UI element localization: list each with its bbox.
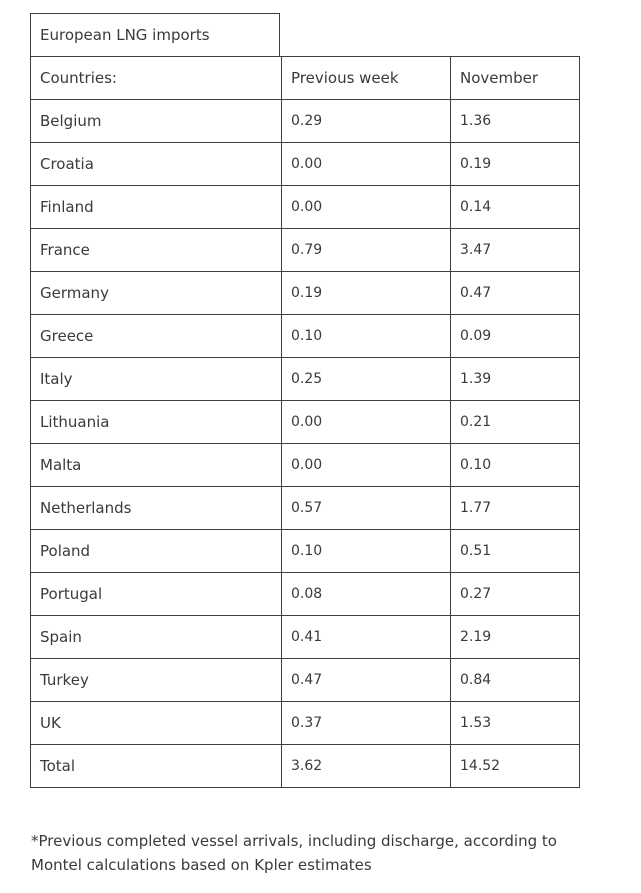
- november-cell: 0.14: [450, 185, 580, 229]
- november-cell: 1.39: [450, 357, 580, 401]
- november-cell: 1.53: [450, 701, 580, 745]
- country-cell: Total: [30, 744, 282, 788]
- november-cell: 0.47: [450, 271, 580, 315]
- previous-week-cell: 0.10: [281, 314, 451, 358]
- header-previous-week: Previous week: [281, 56, 451, 100]
- november-cell: 1.36: [450, 99, 580, 143]
- country-cell: Turkey: [30, 658, 282, 702]
- november-cell: 2.19: [450, 615, 580, 659]
- previous-week-cell: 0.00: [281, 142, 451, 186]
- country-cell: Malta: [30, 443, 282, 487]
- lng-imports-table: Countries: Previous week November Belgiu…: [30, 56, 580, 788]
- table-caption-text: European LNG imports: [40, 26, 210, 44]
- table-row: UK 0.37 1.53: [30, 701, 580, 745]
- previous-week-cell: 0.79: [281, 228, 451, 272]
- country-cell: Poland: [30, 529, 282, 573]
- table-row: Croatia 0.00 0.19: [30, 142, 580, 186]
- country-cell: Germany: [30, 271, 282, 315]
- november-cell: 0.27: [450, 572, 580, 616]
- country-cell: Greece: [30, 314, 282, 358]
- previous-week-cell: 0.41: [281, 615, 451, 659]
- table-row: Finland 0.00 0.14: [30, 185, 580, 229]
- previous-week-cell: 0.29: [281, 99, 451, 143]
- table-row: Total 3.62 14.52: [30, 744, 580, 788]
- previous-week-cell: 0.37: [281, 701, 451, 745]
- november-cell: 0.09: [450, 314, 580, 358]
- table-body: Countries: Previous week November Belgiu…: [30, 56, 580, 788]
- table-row: Poland 0.10 0.51: [30, 529, 580, 573]
- previous-week-cell: 0.00: [281, 400, 451, 444]
- country-cell: UK: [30, 701, 282, 745]
- previous-week-cell: 0.19: [281, 271, 451, 315]
- november-cell: 14.52: [450, 744, 580, 788]
- previous-week-cell: 0.25: [281, 357, 451, 401]
- previous-week-cell: 0.00: [281, 185, 451, 229]
- header-november: November: [450, 56, 580, 100]
- previous-week-cell: 0.47: [281, 658, 451, 702]
- previous-week-cell: 3.62: [281, 744, 451, 788]
- footnote: *Previous completed vessel arrivals, inc…: [31, 832, 557, 874]
- previous-week-cell: 0.08: [281, 572, 451, 616]
- november-cell: 0.84: [450, 658, 580, 702]
- country-cell: Finland: [30, 185, 282, 229]
- november-cell: 3.47: [450, 228, 580, 272]
- table-row: Greece 0.10 0.09: [30, 314, 580, 358]
- country-cell: Italy: [30, 357, 282, 401]
- table-row: Turkey 0.47 0.84: [30, 658, 580, 702]
- table-row: France 0.79 3.47: [30, 228, 580, 272]
- table-caption: European LNG imports: [30, 13, 280, 56]
- table-row: Germany 0.19 0.47: [30, 271, 580, 315]
- previous-week-cell: 0.10: [281, 529, 451, 573]
- header-countries: Countries:: [30, 56, 282, 100]
- table-header-row: Countries: Previous week November: [30, 56, 580, 100]
- table-row: Spain 0.41 2.19: [30, 615, 580, 659]
- table-row: Netherlands 0.57 1.77: [30, 486, 580, 530]
- country-cell: Lithuania: [30, 400, 282, 444]
- table-row: Lithuania 0.00 0.21: [30, 400, 580, 444]
- table-row: Belgium 0.29 1.36: [30, 99, 580, 143]
- country-cell: Croatia: [30, 142, 282, 186]
- country-cell: Spain: [30, 615, 282, 659]
- table-row: Portugal 0.08 0.27: [30, 572, 580, 616]
- country-cell: Netherlands: [30, 486, 282, 530]
- november-cell: 0.51: [450, 529, 580, 573]
- table-row: Italy 0.25 1.39: [30, 357, 580, 401]
- previous-week-cell: 0.00: [281, 443, 451, 487]
- country-cell: France: [30, 228, 282, 272]
- country-cell: Portugal: [30, 572, 282, 616]
- november-cell: 0.10: [450, 443, 580, 487]
- november-cell: 0.19: [450, 142, 580, 186]
- previous-week-cell: 0.57: [281, 486, 451, 530]
- country-cell: Belgium: [30, 99, 282, 143]
- november-cell: 1.77: [450, 486, 580, 530]
- table-row: Malta 0.00 0.10: [30, 443, 580, 487]
- november-cell: 0.21: [450, 400, 580, 444]
